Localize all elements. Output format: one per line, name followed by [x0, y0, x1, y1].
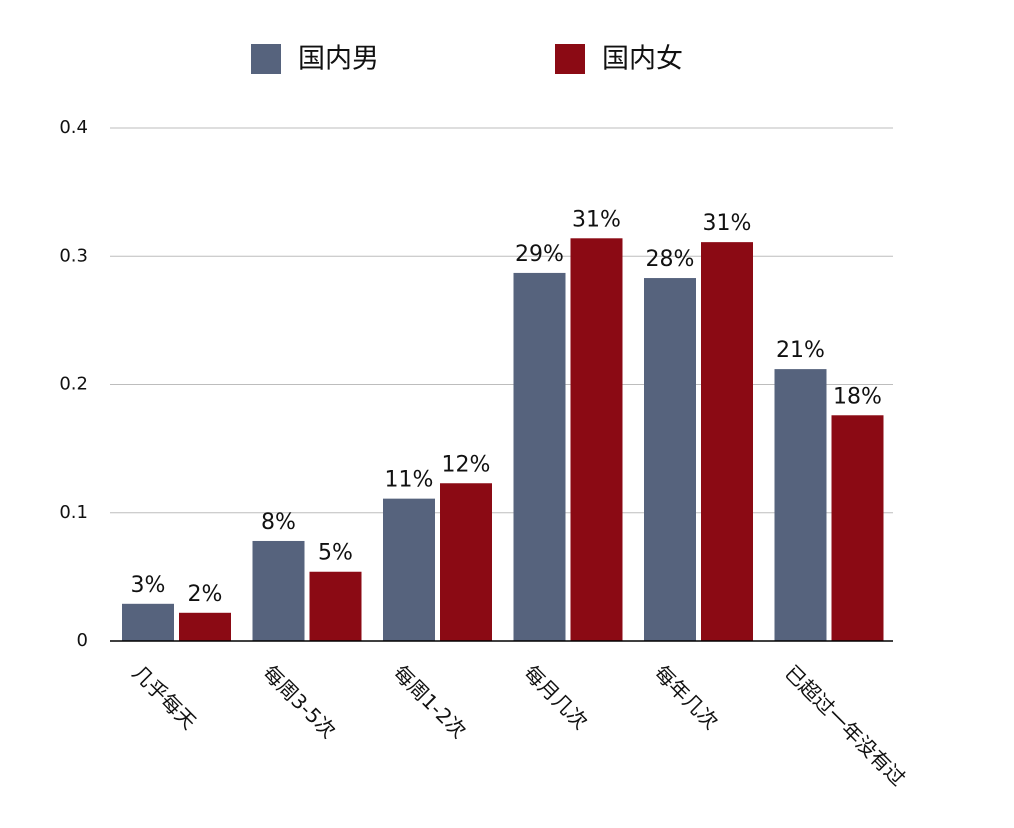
x-tick-label: 每周3-5次: [258, 660, 340, 742]
value-label: 31%: [572, 207, 621, 232]
x-tick-label: 已超过一年没有过: [780, 660, 910, 790]
bar: [774, 369, 827, 641]
legend-swatch: [555, 44, 585, 74]
bar: [570, 238, 623, 642]
bar: [513, 272, 566, 641]
y-tick-label: 0.2: [59, 374, 88, 395]
value-label: 18%: [833, 384, 882, 409]
bar: [179, 612, 231, 641]
y-tick-label: 0.1: [59, 502, 88, 523]
y-tick-label: 0.3: [59, 245, 88, 266]
x-tick-label: 每年几次: [650, 660, 724, 734]
value-label: 29%: [515, 242, 564, 267]
value-label: 21%: [776, 338, 825, 363]
value-label: 5%: [318, 541, 353, 566]
value-label: 8%: [261, 510, 296, 535]
x-tick-label: 每月几次: [519, 660, 593, 734]
bar: [383, 498, 435, 641]
bar: [644, 278, 696, 641]
x-tick-label: 每周1-2次: [389, 660, 471, 742]
y-tick-label: 0: [77, 630, 88, 651]
legend-label: 国内女: [602, 44, 683, 75]
x-tick-label: 几乎每天: [128, 660, 202, 734]
bar: [122, 603, 174, 641]
value-label: 3%: [131, 573, 166, 598]
legend-swatch: [251, 44, 281, 74]
bar: [831, 415, 884, 641]
value-label: 31%: [703, 211, 752, 236]
value-label: 28%: [646, 247, 695, 272]
bar: [701, 242, 753, 641]
legend-label: 国内男: [298, 44, 379, 75]
y-tick-label: 0.4: [59, 117, 88, 138]
value-label: 11%: [385, 468, 434, 493]
value-label: 12%: [442, 452, 491, 477]
bar: [309, 571, 362, 641]
bar: [440, 483, 492, 641]
bar: [252, 540, 305, 641]
value-label: 2%: [188, 582, 223, 607]
